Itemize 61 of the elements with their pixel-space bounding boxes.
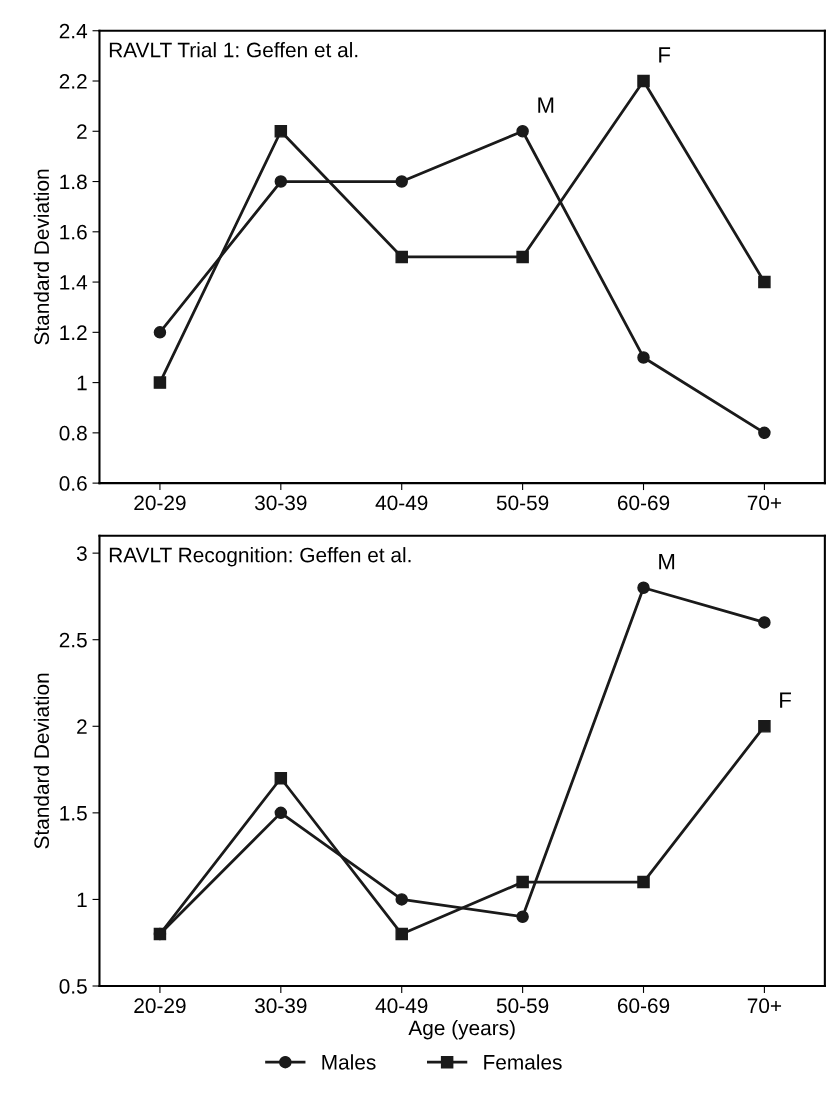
point xyxy=(637,74,650,88)
y-tick-label: 1.2 xyxy=(60,325,87,340)
x-tick-label: 30-39 xyxy=(254,998,307,1014)
x-tick-label: 60-69 xyxy=(617,998,670,1014)
y-tick-label: 1.8 xyxy=(60,174,87,190)
text: RAVLT Recognition: Geffen et al. xyxy=(109,547,411,567)
point xyxy=(153,376,167,389)
y-axis-title: Standard Deviation xyxy=(33,169,50,345)
point xyxy=(274,125,288,138)
point xyxy=(758,426,771,440)
y-tick-label: 3 xyxy=(76,546,87,561)
y-tick-label: 2.4 xyxy=(59,23,88,39)
legend-label: Males xyxy=(322,1054,376,1070)
annotation: F xyxy=(780,692,791,708)
x-tick-label: 20-29 xyxy=(134,998,186,1014)
x-tick-label: 30-39 xyxy=(254,495,307,511)
y-tick-label: 1.5 xyxy=(60,806,87,821)
x-axis-title: Age (years) xyxy=(408,1020,515,1040)
point xyxy=(758,720,771,733)
point xyxy=(395,927,408,941)
x-tick-label: 60-69 xyxy=(617,495,670,511)
annotation: M xyxy=(659,553,675,570)
y-tick-label: 2 xyxy=(77,719,87,734)
point xyxy=(758,616,771,629)
x-tick-label: 50-59 xyxy=(496,495,549,511)
point xyxy=(637,351,650,364)
x-tick-label: 20-29 xyxy=(134,495,186,511)
point xyxy=(637,581,650,595)
y-tick-label: 0.8 xyxy=(59,425,87,441)
point xyxy=(395,250,408,264)
y-tick-label: 2 xyxy=(77,124,87,139)
y-tick-label: 1.4 xyxy=(60,275,88,290)
x-tick-label: 50-59 xyxy=(496,998,549,1014)
point xyxy=(274,175,288,188)
legend-label: Females xyxy=(484,1054,562,1070)
annotation: M xyxy=(538,97,554,113)
y-tick-label: 0.6 xyxy=(59,476,87,491)
y-tick-label: 2.5 xyxy=(59,632,87,648)
y-tick-label: 2.2 xyxy=(59,74,87,89)
y-tick-label: 1 xyxy=(77,892,87,907)
chart-title: RAVLT Trial 1: Geffen et al. xyxy=(109,42,358,58)
point xyxy=(395,893,408,906)
point xyxy=(516,910,529,923)
point xyxy=(516,250,529,264)
x-tick-label: 40-49 xyxy=(375,998,428,1014)
y-tick-label: 1 xyxy=(77,375,87,391)
y-axis-title: Standard Deviation xyxy=(33,673,50,849)
x-tick-label: 70+ xyxy=(747,495,782,511)
point xyxy=(274,771,288,785)
annotation: F xyxy=(659,47,671,63)
point xyxy=(637,875,650,889)
y-tick-label: 1.6 xyxy=(60,224,87,240)
point xyxy=(395,175,408,188)
x-tick-label: 70+ xyxy=(747,998,782,1014)
point xyxy=(758,275,771,289)
x-tick-label: 40-49 xyxy=(375,495,428,511)
point xyxy=(516,125,529,138)
y-tick-label: 0.5 xyxy=(59,979,87,994)
point xyxy=(274,806,288,820)
point xyxy=(153,326,167,339)
point xyxy=(516,875,529,889)
